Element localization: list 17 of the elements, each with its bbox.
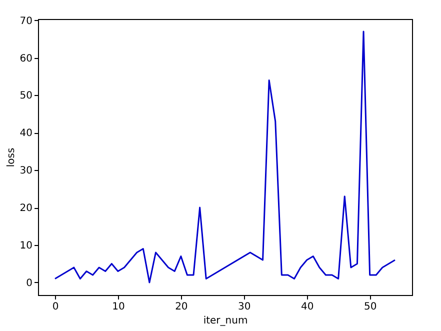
x-axis-title: iter_num: [203, 316, 248, 326]
y-tick-label: 60: [20, 53, 32, 64]
x-tick-label: 20: [175, 302, 188, 312]
y-tick-label: 70: [20, 16, 32, 27]
y-tick-label: 0: [26, 278, 32, 289]
y-tick-label: 40: [20, 128, 32, 140]
x-tick-label: 0: [52, 302, 59, 312]
line-series: [54, 30, 396, 284]
y-tick-label: 20: [20, 203, 32, 214]
y-tick-label: 30: [20, 166, 32, 177]
x-tick-label: 30: [238, 302, 251, 312]
x-tick-label: 10: [112, 302, 125, 312]
y-tick-label: 50: [20, 90, 32, 102]
x-tick-label: 50: [364, 302, 377, 312]
y-tick-label: 10: [20, 240, 32, 252]
x-tick-label: 40: [300, 302, 314, 312]
y-axis-title: loss: [6, 148, 17, 168]
